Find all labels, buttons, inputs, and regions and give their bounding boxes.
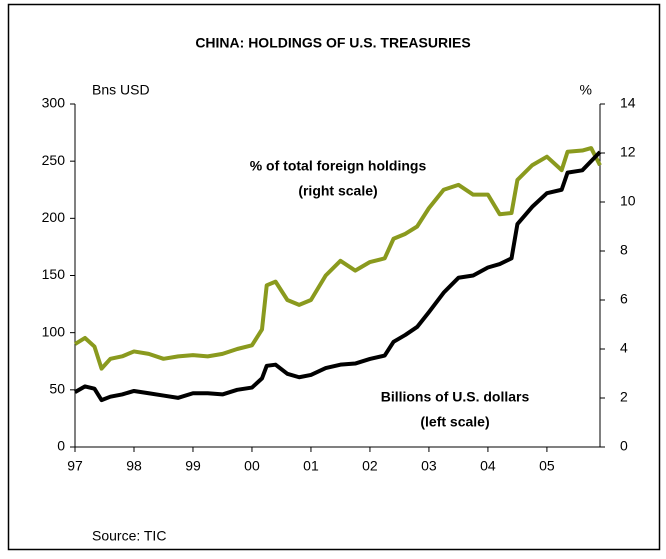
chart-title: CHINA: HOLDINGS OF U.S. TREASURIES bbox=[195, 35, 470, 51]
y2-tick-label: 6 bbox=[620, 291, 628, 307]
annotation: (left scale) bbox=[420, 414, 489, 430]
y-tick-label: 200 bbox=[42, 209, 66, 225]
source: Source: TIC bbox=[92, 528, 166, 544]
x-tick-label: 99 bbox=[185, 458, 201, 474]
x-tick-label: 97 bbox=[67, 458, 83, 474]
y-tick-label: 100 bbox=[42, 323, 66, 339]
x-tick-label: 02 bbox=[362, 458, 378, 474]
y2-tick-label: 12 bbox=[620, 144, 636, 160]
y-tick-label: 300 bbox=[42, 95, 66, 111]
annotation: Billions of U.S. dollars bbox=[381, 389, 530, 405]
series-line bbox=[73, 146, 602, 371]
y-tick-label: 50 bbox=[49, 381, 65, 397]
y-tick-label: 250 bbox=[42, 152, 66, 168]
y-tick-label: 0 bbox=[57, 438, 65, 454]
x-tick-label: 04 bbox=[480, 458, 496, 474]
y2-tick-label: 4 bbox=[620, 340, 628, 356]
x-tick-label: 03 bbox=[421, 458, 437, 474]
y2-axis-label: % bbox=[580, 82, 592, 98]
y2-tick-label: 10 bbox=[620, 193, 636, 209]
annotation: % of total foreign holdings bbox=[250, 158, 427, 174]
x-tick-label: 05 bbox=[539, 458, 555, 474]
y2-tick-label: 0 bbox=[620, 438, 628, 454]
x-tick-label: 98 bbox=[126, 458, 142, 474]
x-tick-label: 00 bbox=[244, 458, 260, 474]
y2-tick-label: 2 bbox=[620, 389, 628, 405]
y2-tick-label: 8 bbox=[620, 242, 628, 258]
y2-tick-label: 14 bbox=[620, 95, 636, 111]
frame bbox=[7, 3, 661, 551]
series-line bbox=[74, 150, 602, 403]
y-tick-label: 150 bbox=[42, 266, 66, 282]
y-axis-label: Bns USD bbox=[92, 82, 150, 98]
x-tick-label: 01 bbox=[303, 458, 319, 474]
annotation: (right scale) bbox=[298, 183, 377, 199]
